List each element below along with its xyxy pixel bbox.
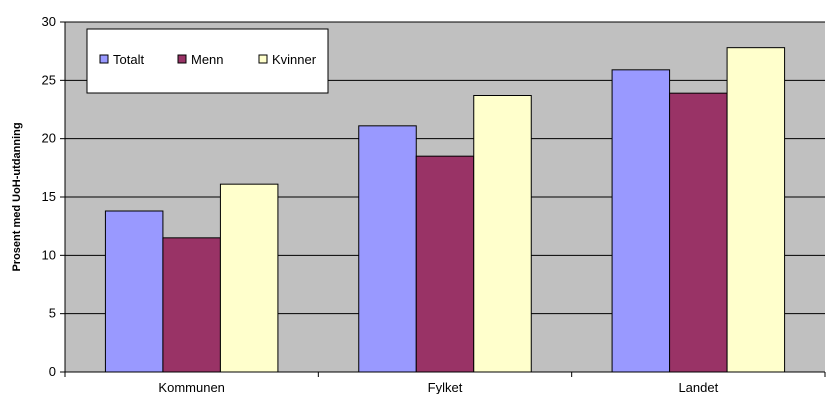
legend-swatch-totalt bbox=[99, 54, 109, 64]
x-tick-label: Landet bbox=[678, 380, 718, 394]
legend-label-kvinner: Kvinner bbox=[272, 52, 317, 67]
bars bbox=[104, 47, 786, 373]
x-tick-label: Fylket bbox=[428, 380, 463, 394]
bar-kvinner-landet bbox=[726, 47, 786, 373]
bar-kvinner-fylket bbox=[473, 95, 532, 373]
legend-label-menn: Menn bbox=[191, 52, 224, 67]
bar-menn-kommunen bbox=[162, 237, 221, 373]
y-tick-label: 30 bbox=[42, 14, 56, 29]
bar-totalt-kommunen bbox=[104, 210, 164, 373]
y-tick-label: 15 bbox=[42, 189, 56, 204]
y-tick-labels: 0 5 10 15 20 25 30 bbox=[42, 14, 56, 379]
legend-swatch-kvinner bbox=[258, 54, 268, 64]
bar-menn-landet bbox=[669, 92, 728, 373]
bar-totalt-landet bbox=[611, 69, 671, 373]
y-axis-label: Prosent med UoH-utdanning bbox=[11, 122, 23, 271]
legend-label-totalt: Totalt bbox=[113, 52, 144, 67]
x-tick-label: Kommunen bbox=[158, 380, 224, 394]
legend-swatch-menn bbox=[177, 54, 187, 64]
y-tick-label: 0 bbox=[49, 364, 56, 379]
bar-kvinner-kommunen bbox=[219, 183, 279, 373]
y-tick-label: 20 bbox=[42, 131, 56, 146]
y-tick-label: 5 bbox=[49, 306, 56, 321]
x-tick-labels: Kommunen Fylket Landet bbox=[158, 380, 718, 394]
legend-box bbox=[86, 28, 329, 94]
legend: Totalt Menn Kvinner bbox=[86, 28, 329, 94]
bar-menn-fylket bbox=[415, 155, 475, 373]
y-tick-label: 10 bbox=[42, 247, 56, 262]
bar-totalt-fylket bbox=[358, 125, 417, 373]
axes bbox=[60, 21, 826, 377]
y-tick-label: 25 bbox=[42, 72, 56, 87]
